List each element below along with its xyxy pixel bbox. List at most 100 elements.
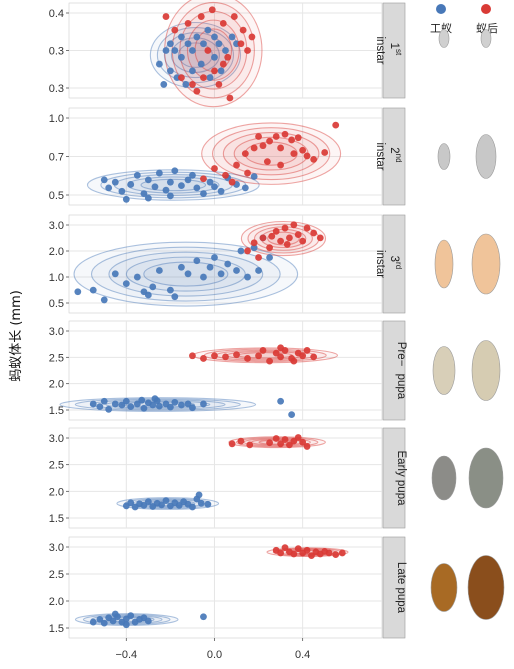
worker-point (138, 396, 146, 404)
worker-point (166, 178, 174, 186)
queen-point (263, 158, 271, 166)
worker-point (140, 190, 148, 197)
worker-point (211, 183, 218, 191)
queen-point (255, 352, 262, 360)
facet-strip (382, 536, 406, 639)
queen-point (277, 344, 285, 352)
worker-point (140, 404, 148, 412)
queen-point (266, 357, 273, 365)
worker-point (89, 400, 97, 408)
facet-strip-label: Late pupa (395, 562, 407, 614)
worker-point (189, 404, 196, 412)
legend-queen-dot (481, 4, 491, 14)
worker-point (250, 173, 258, 180)
worker-point (200, 40, 207, 48)
queen-point (171, 26, 179, 34)
facet-strip-label: 1st instar (374, 36, 403, 64)
worker-point (133, 171, 141, 179)
worker-point (217, 67, 225, 75)
queen-point (255, 254, 262, 261)
worker-point (197, 499, 205, 507)
specimen-illustrations (430, 29, 505, 620)
worker-point (184, 270, 192, 278)
worker-point (224, 260, 232, 268)
queen-point (259, 142, 267, 150)
queen-point (255, 133, 262, 140)
worker-point (155, 402, 163, 410)
queen-point (237, 40, 245, 48)
queen-point (290, 357, 298, 365)
queen-point (200, 355, 207, 362)
worker-point (162, 186, 170, 194)
queen-point (237, 437, 245, 445)
worker-specimen-image (438, 29, 450, 48)
queen-point (178, 74, 185, 82)
queen-point (294, 434, 302, 441)
worker-specimen-image (434, 239, 454, 289)
worker-point (200, 190, 207, 197)
worker-point (151, 395, 159, 402)
queen-point (222, 353, 229, 361)
queen-point (197, 13, 205, 20)
queen-point (288, 136, 296, 144)
queen-point (244, 169, 251, 177)
queen-point (299, 438, 307, 446)
worker-point (189, 503, 196, 511)
queen-point (332, 551, 340, 558)
facet-panel: 3.0 2.5 2.0 1.5 Pre− pupa (49, 320, 407, 421)
queen-point (222, 171, 229, 179)
queen-point (272, 133, 280, 140)
queen-point (325, 549, 333, 557)
worker-point (215, 40, 223, 48)
y-tick-label: 1.5 (49, 513, 64, 525)
queen-specimen-image (467, 555, 505, 620)
queen-specimen-image (471, 340, 501, 401)
queen-point (303, 347, 311, 354)
facet-panel: 1.0 0.7 0.5 2nd instar (49, 107, 406, 206)
worker-point (166, 67, 174, 75)
worker-point (109, 617, 117, 625)
worker-point (178, 401, 185, 409)
worker-point (127, 181, 135, 188)
queen-point (219, 60, 227, 68)
queen-point (277, 440, 285, 448)
facet-panel: 0.4 0.3 0.3 1st instar (49, 0, 406, 108)
worker-point (111, 400, 119, 408)
worker-point (122, 195, 130, 203)
facet-strip-label: 3rd instar (374, 250, 403, 278)
queen-point (303, 546, 311, 554)
worker-point (228, 33, 236, 41)
worker-point (193, 33, 201, 41)
facet-panels: 0.4 0.3 0.3 1st instar 1.0 0.7 0.5 2nd instar 3.… (49, 0, 407, 639)
worker-point (144, 176, 152, 184)
worker-point (200, 613, 207, 621)
worker-point (122, 621, 130, 629)
worker-point (166, 403, 174, 411)
queen-point (259, 347, 267, 354)
facet-strip (382, 214, 406, 314)
worker-point (122, 397, 130, 405)
queen-point (250, 239, 258, 247)
worker-point (206, 178, 214, 186)
worker-point (206, 263, 214, 271)
worker-point (233, 267, 240, 274)
queen-point (281, 130, 289, 138)
worker-point (171, 293, 179, 301)
queen-point (244, 355, 251, 362)
worker-point (89, 618, 97, 626)
queen-point (244, 247, 251, 255)
legend: 工蚁 蚁后 (430, 4, 498, 35)
queen-point (303, 224, 311, 232)
worker-point (96, 403, 104, 411)
worker-point (158, 501, 165, 509)
worker-point (178, 182, 185, 190)
queen-point (266, 244, 273, 252)
queen-point (294, 134, 302, 142)
worker-point (118, 187, 126, 195)
worker-point (189, 171, 196, 179)
y-tick-label: 3.0 (49, 433, 64, 445)
queen-specimen-image (475, 134, 497, 179)
queen-point (283, 241, 291, 248)
queen-point (277, 161, 285, 169)
worker-point (105, 184, 113, 192)
